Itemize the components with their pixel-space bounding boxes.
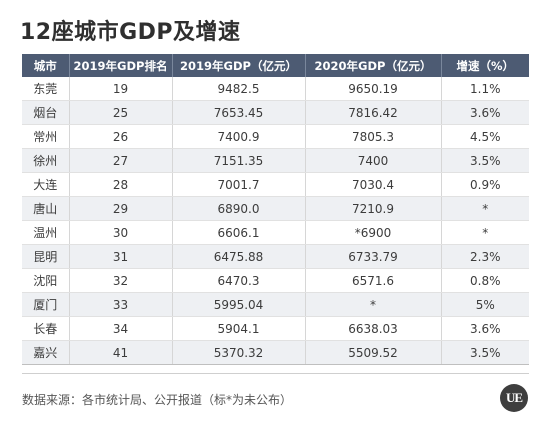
cell-city: 东莞 bbox=[22, 77, 70, 101]
cell-gdp-2019: 7400.9 bbox=[172, 124, 306, 149]
table-row: 烟台 25 7653.45 7816.42 3.6% bbox=[22, 100, 529, 125]
cell-gdp-2019: 7151.35 bbox=[172, 148, 306, 173]
cell-gdp-2019: 7653.45 bbox=[172, 100, 306, 125]
cell-rank-2019: 28 bbox=[69, 172, 173, 197]
cell-gdp-2019: 6606.1 bbox=[172, 220, 306, 245]
cell-gdp-2019: 6475.88 bbox=[172, 244, 306, 269]
cell-gdp-2020: 6733.79 bbox=[305, 244, 442, 269]
cell-city: 徐州 bbox=[22, 148, 70, 173]
cell-gdp-2020: 5509.52 bbox=[305, 340, 442, 365]
table-row: 常州 26 7400.9 7805.3 4.5% bbox=[22, 124, 529, 149]
table-row: 唐山 29 6890.0 7210.9 * bbox=[22, 196, 529, 221]
cell-growth: 3.6% bbox=[441, 316, 529, 341]
cell-growth: 2.3% bbox=[441, 244, 529, 269]
cell-gdp-2019: 5904.1 bbox=[172, 316, 306, 341]
cell-city: 大连 bbox=[22, 172, 70, 197]
page-title: 12座城市GDP及增速 bbox=[20, 20, 241, 45]
table-body: 东莞 19 9482.5 9650.19 1.1% 烟台 25 7653.45 7816.42 3… bbox=[22, 77, 529, 365]
cell-gdp-2020: 7030.4 bbox=[305, 172, 442, 197]
cell-growth: 3.5% bbox=[441, 340, 529, 365]
cell-gdp-2020: *6900 bbox=[305, 220, 442, 245]
ue-logo: UE bbox=[500, 384, 528, 412]
cell-rank-2019: 25 bbox=[69, 100, 173, 125]
cell-gdp-2020: * bbox=[305, 292, 442, 317]
table-row: 温州 30 6606.1 *6900 * bbox=[22, 220, 529, 245]
cell-growth: 0.9% bbox=[441, 172, 529, 197]
cell-rank-2019: 31 bbox=[69, 244, 173, 269]
cell-city: 常州 bbox=[22, 124, 70, 149]
cell-rank-2019: 30 bbox=[69, 220, 173, 245]
cell-growth: 1.1% bbox=[441, 77, 529, 101]
cell-city: 昆明 bbox=[22, 244, 70, 269]
table-row: 长春 34 5904.1 6638.03 3.6% bbox=[22, 316, 529, 341]
cell-gdp-2019: 6890.0 bbox=[172, 196, 306, 221]
cell-rank-2019: 41 bbox=[69, 340, 173, 365]
cell-gdp-2019: 5370.32 bbox=[172, 340, 306, 365]
table-row: 东莞 19 9482.5 9650.19 1.1% bbox=[22, 77, 529, 101]
cell-city: 长春 bbox=[22, 316, 70, 341]
cell-rank-2019: 19 bbox=[69, 77, 173, 101]
cell-city: 唐山 bbox=[22, 196, 70, 221]
cell-gdp-2020: 7400 bbox=[305, 148, 442, 173]
cell-gdp-2019: 5995.04 bbox=[172, 292, 306, 317]
table-header-row: 城市 2019年GDP排名 2019年GDP（亿元） 2020年GDP（亿元） … bbox=[22, 54, 529, 77]
cell-growth: * bbox=[441, 220, 529, 245]
table-row: 厦门 33 5995.04 * 5% bbox=[22, 292, 529, 317]
cell-rank-2019: 34 bbox=[69, 316, 173, 341]
cell-growth: * bbox=[441, 196, 529, 221]
cell-rank-2019: 29 bbox=[69, 196, 173, 221]
cell-city: 嘉兴 bbox=[22, 340, 70, 365]
cell-growth: 4.5% bbox=[441, 124, 529, 149]
cell-rank-2019: 33 bbox=[69, 292, 173, 317]
cell-gdp-2020: 6571.6 bbox=[305, 268, 442, 293]
source-note: 数据来源：各市统计局、公开报道（标*为未公布） bbox=[22, 393, 293, 407]
header-gdp-2020: 2020年GDP（亿元） bbox=[305, 54, 442, 77]
cell-rank-2019: 32 bbox=[69, 268, 173, 293]
cell-gdp-2020: 7210.9 bbox=[305, 196, 442, 221]
gdp-table: 城市 2019年GDP排名 2019年GDP（亿元） 2020年GDP（亿元） … bbox=[22, 54, 529, 365]
cell-gdp-2020: 7805.3 bbox=[305, 124, 442, 149]
cell-gdp-2019: 6470.3 bbox=[172, 268, 306, 293]
table-row: 徐州 27 7151.35 7400 3.5% bbox=[22, 148, 529, 173]
table-row: 嘉兴 41 5370.32 5509.52 3.5% bbox=[22, 340, 529, 365]
table-row: 昆明 31 6475.88 6733.79 2.3% bbox=[22, 244, 529, 269]
cell-growth: 5% bbox=[441, 292, 529, 317]
header-rank-2019: 2019年GDP排名 bbox=[69, 54, 173, 77]
table-row: 大连 28 7001.7 7030.4 0.9% bbox=[22, 172, 529, 197]
footer-divider bbox=[22, 373, 529, 374]
header-city: 城市 bbox=[22, 54, 70, 77]
cell-gdp-2020: 9650.19 bbox=[305, 77, 442, 101]
table-row: 沈阳 32 6470.3 6571.6 0.8% bbox=[22, 268, 529, 293]
cell-city: 烟台 bbox=[22, 100, 70, 125]
cell-rank-2019: 26 bbox=[69, 124, 173, 149]
cell-growth: 3.5% bbox=[441, 148, 529, 173]
header-gdp-2019: 2019年GDP（亿元） bbox=[172, 54, 306, 77]
cell-growth: 3.6% bbox=[441, 100, 529, 125]
cell-growth: 0.8% bbox=[441, 268, 529, 293]
cell-gdp-2019: 7001.7 bbox=[172, 172, 306, 197]
cell-rank-2019: 27 bbox=[69, 148, 173, 173]
header-growth: 增速（%） bbox=[441, 54, 529, 77]
cell-city: 沈阳 bbox=[22, 268, 70, 293]
cell-gdp-2020: 7816.42 bbox=[305, 100, 442, 125]
cell-gdp-2020: 6638.03 bbox=[305, 316, 442, 341]
cell-city: 厦门 bbox=[22, 292, 70, 317]
cell-gdp-2019: 9482.5 bbox=[172, 77, 306, 101]
cell-city: 温州 bbox=[22, 220, 70, 245]
